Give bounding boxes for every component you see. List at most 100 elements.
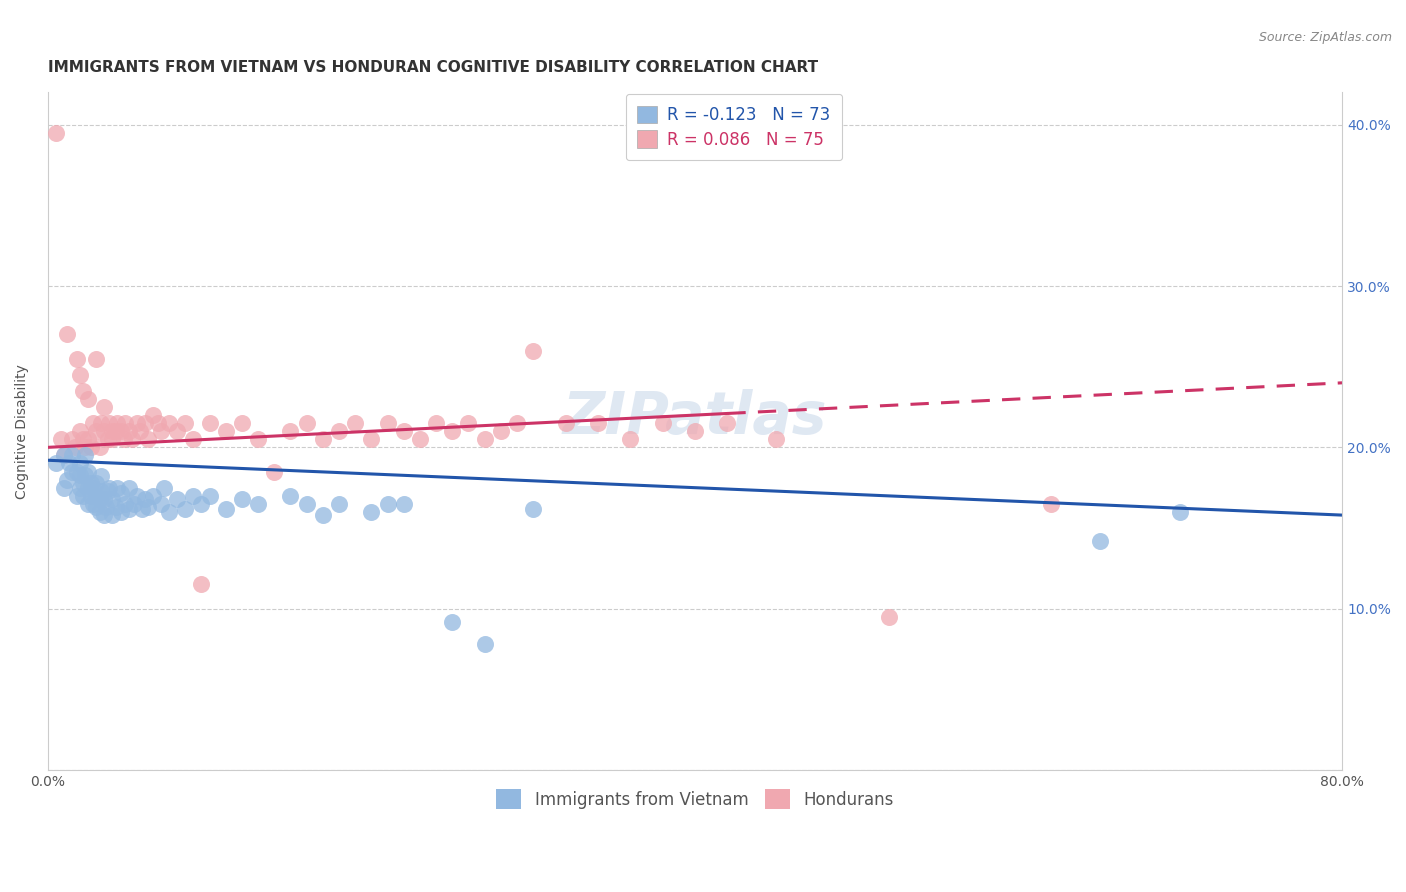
- Point: [69, 481, 91, 495]
- Point: [52, 481, 75, 495]
- Point: [198, 416, 221, 430]
- Point: [312, 508, 335, 522]
- Point: [98, 416, 121, 430]
- Point: [84, 489, 107, 503]
- Point: [1170, 505, 1192, 519]
- Point: [280, 424, 302, 438]
- Point: [58, 457, 80, 471]
- Point: [69, 457, 91, 471]
- Point: [52, 449, 75, 463]
- Point: [344, 416, 367, 430]
- Point: [295, 497, 318, 511]
- Point: [105, 481, 128, 495]
- Point: [134, 416, 156, 430]
- Point: [69, 368, 91, 382]
- Point: [425, 416, 447, 430]
- Point: [82, 416, 104, 430]
- Point: [60, 432, 83, 446]
- Point: [122, 497, 145, 511]
- Point: [89, 491, 111, 506]
- Point: [328, 497, 350, 511]
- Point: [104, 500, 127, 514]
- Text: Source: ZipAtlas.com: Source: ZipAtlas.com: [1258, 31, 1392, 45]
- Point: [118, 501, 141, 516]
- Point: [93, 424, 115, 438]
- Point: [60, 449, 83, 463]
- Point: [522, 343, 544, 358]
- Point: [360, 432, 382, 446]
- Point: [183, 432, 205, 446]
- Point: [56, 473, 79, 487]
- Point: [80, 475, 103, 490]
- Point: [56, 327, 79, 342]
- Point: [263, 465, 285, 479]
- Point: [77, 465, 100, 479]
- Point: [97, 432, 120, 446]
- Point: [231, 416, 253, 430]
- Point: [136, 432, 159, 446]
- Point: [190, 577, 212, 591]
- Point: [97, 483, 120, 498]
- Point: [93, 400, 115, 414]
- Point: [105, 416, 128, 430]
- Point: [377, 497, 399, 511]
- Point: [89, 505, 111, 519]
- Point: [45, 126, 67, 140]
- Point: [66, 351, 89, 366]
- Point: [112, 432, 135, 446]
- Point: [110, 424, 132, 438]
- Point: [90, 416, 112, 430]
- Point: [66, 465, 89, 479]
- Point: [174, 416, 197, 430]
- Point: [72, 475, 94, 490]
- Text: IMMIGRANTS FROM VIETNAM VS HONDURAN COGNITIVE DISABILITY CORRELATION CHART: IMMIGRANTS FROM VIETNAM VS HONDURAN COGN…: [48, 60, 818, 75]
- Point: [89, 441, 111, 455]
- Point: [457, 416, 479, 430]
- Point: [84, 351, 107, 366]
- Point: [84, 500, 107, 514]
- Point: [231, 491, 253, 506]
- Point: [166, 424, 188, 438]
- Point: [280, 489, 302, 503]
- Point: [328, 424, 350, 438]
- Point: [101, 432, 124, 446]
- Point: [1040, 497, 1063, 511]
- Point: [619, 432, 641, 446]
- Point: [93, 508, 115, 522]
- Point: [77, 481, 100, 495]
- Point: [125, 416, 148, 430]
- Point: [101, 508, 124, 522]
- Point: [651, 416, 673, 430]
- Point: [90, 483, 112, 498]
- Point: [506, 416, 529, 430]
- Point: [101, 424, 124, 438]
- Point: [586, 416, 609, 430]
- Point: [80, 441, 103, 455]
- Point: [1088, 533, 1111, 548]
- Point: [114, 497, 136, 511]
- Point: [73, 441, 96, 455]
- Point: [247, 497, 270, 511]
- Point: [73, 467, 96, 482]
- Point: [125, 489, 148, 503]
- Point: [134, 491, 156, 506]
- Point: [72, 489, 94, 503]
- Point: [84, 424, 107, 438]
- Point: [157, 416, 180, 430]
- Point: [114, 416, 136, 430]
- Point: [489, 424, 512, 438]
- Point: [49, 432, 72, 446]
- Point: [409, 432, 432, 446]
- Point: [142, 489, 165, 503]
- Point: [69, 467, 91, 482]
- Point: [80, 489, 103, 503]
- Point: [716, 416, 738, 430]
- Text: ZIPatlas: ZIPatlas: [562, 389, 827, 446]
- Point: [65, 441, 87, 455]
- Point: [77, 497, 100, 511]
- Point: [72, 384, 94, 398]
- Point: [877, 609, 900, 624]
- Point: [215, 424, 238, 438]
- Point: [377, 416, 399, 430]
- Point: [131, 501, 153, 516]
